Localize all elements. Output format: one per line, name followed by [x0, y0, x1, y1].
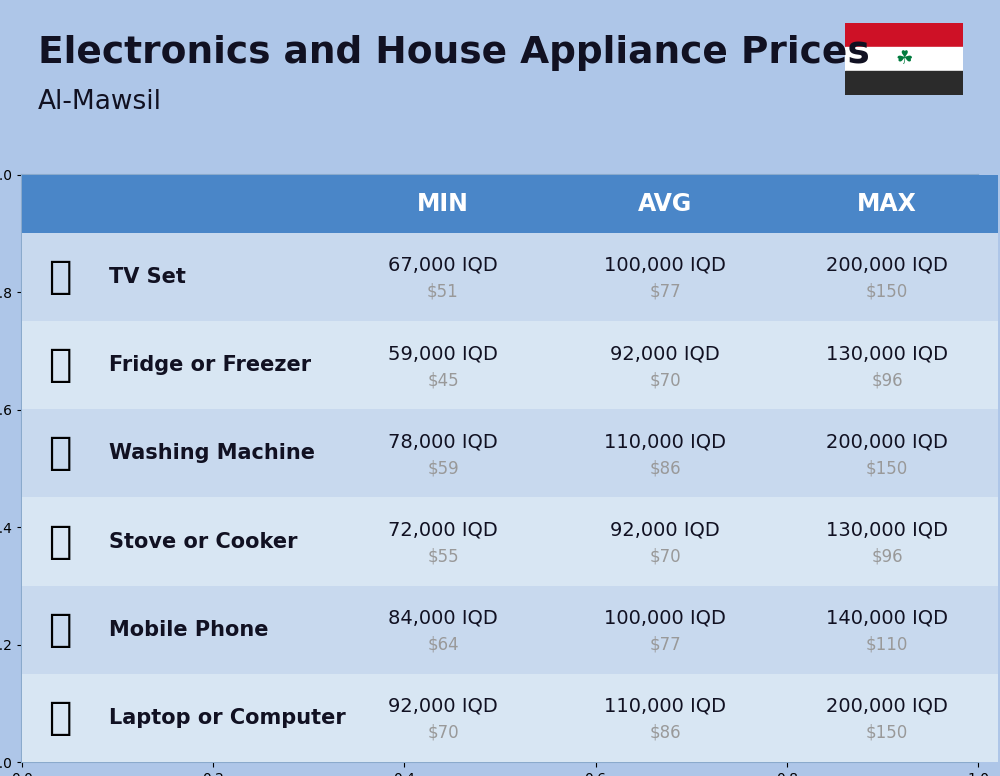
Text: $45: $45 [427, 371, 459, 389]
Text: MAX: MAX [857, 192, 917, 216]
Text: $150: $150 [866, 459, 908, 477]
Text: Mobile Phone: Mobile Phone [109, 620, 268, 639]
Text: 🧊: 🧊 [48, 346, 71, 384]
Text: $96: $96 [871, 371, 903, 389]
Text: $150: $150 [866, 283, 908, 301]
Text: AVG: AVG [638, 192, 692, 216]
Text: 200,000 IQD: 200,000 IQD [826, 697, 948, 716]
Text: Laptop or Computer: Laptop or Computer [109, 708, 346, 728]
Text: 92,000 IQD: 92,000 IQD [388, 697, 498, 716]
Text: 100,000 IQD: 100,000 IQD [604, 256, 726, 275]
Bar [845, 23, 963, 47]
Text: $77: $77 [649, 283, 681, 301]
Text: $86: $86 [649, 459, 681, 477]
Text: $70: $70 [427, 724, 459, 742]
Text: Washing Machine: Washing Machine [109, 443, 315, 463]
Text: Al-Mawsil: Al-Mawsil [38, 89, 162, 116]
Text: 72,000 IQD: 72,000 IQD [388, 521, 498, 539]
Text: 92,000 IQD: 92,000 IQD [610, 521, 720, 539]
Text: 🔥: 🔥 [48, 522, 71, 560]
Text: 📱: 📱 [48, 611, 71, 649]
Text: 🌀: 🌀 [48, 435, 71, 473]
Text: ☘: ☘ [895, 50, 913, 68]
Text: 92,000 IQD: 92,000 IQD [610, 344, 720, 363]
Text: $59: $59 [427, 459, 459, 477]
Text: 📺: 📺 [48, 258, 71, 296]
Text: 67,000 IQD: 67,000 IQD [388, 256, 498, 275]
Text: 110,000 IQD: 110,000 IQD [604, 697, 726, 716]
Text: $150: $150 [866, 724, 908, 742]
Text: $110: $110 [866, 636, 908, 653]
Text: 200,000 IQD: 200,000 IQD [826, 256, 948, 275]
Text: 200,000 IQD: 200,000 IQD [826, 432, 948, 452]
Text: 💻: 💻 [48, 699, 71, 737]
Text: 110,000 IQD: 110,000 IQD [604, 432, 726, 452]
Text: $55: $55 [427, 548, 459, 566]
Text: $51: $51 [427, 283, 459, 301]
Bar [845, 71, 963, 95]
Text: $96: $96 [871, 548, 903, 566]
Text: Stove or Cooker: Stove or Cooker [109, 532, 298, 552]
Text: 130,000 IQD: 130,000 IQD [826, 344, 948, 363]
Text: 140,000 IQD: 140,000 IQD [826, 608, 948, 628]
Text: MIN: MIN [417, 192, 469, 216]
Text: Fridge or Freezer: Fridge or Freezer [109, 355, 311, 375]
Text: $77: $77 [649, 636, 681, 653]
Text: $70: $70 [649, 548, 681, 566]
Text: 130,000 IQD: 130,000 IQD [826, 521, 948, 539]
Text: $70: $70 [649, 371, 681, 389]
Text: TV Set: TV Set [109, 267, 186, 287]
Text: $86: $86 [649, 724, 681, 742]
Text: 59,000 IQD: 59,000 IQD [388, 344, 498, 363]
Text: 100,000 IQD: 100,000 IQD [604, 608, 726, 628]
Text: $64: $64 [427, 636, 459, 653]
Text: 84,000 IQD: 84,000 IQD [388, 608, 498, 628]
Text: 78,000 IQD: 78,000 IQD [388, 432, 498, 452]
Text: Electronics and House Appliance Prices: Electronics and House Appliance Prices [38, 35, 870, 71]
Bar [845, 47, 963, 71]
